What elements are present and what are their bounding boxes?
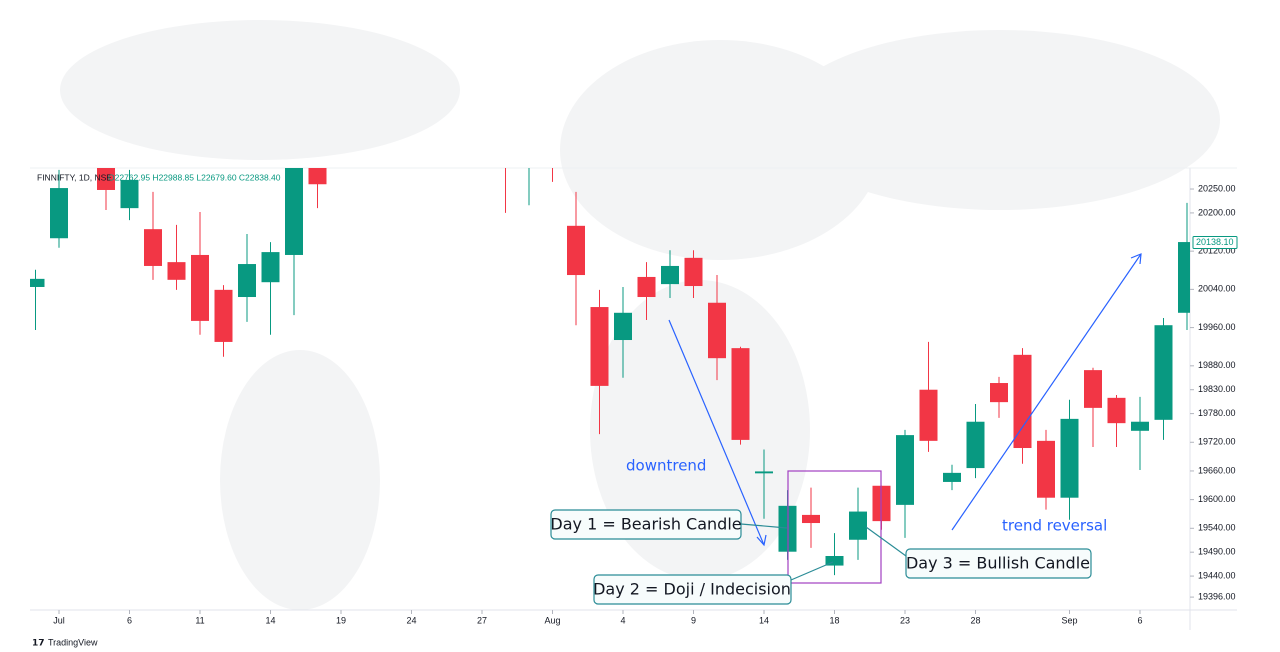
candle-body (943, 472, 961, 482)
candle-body (1037, 440, 1055, 498)
y-tick-label: 19830.00 (1198, 384, 1236, 394)
brand: TradingView (48, 637, 98, 647)
y-tick-label: 20250.00 (1198, 183, 1236, 193)
candle-body (120, 179, 139, 209)
x-tick-label: 6 (127, 615, 132, 625)
candle-body (1107, 397, 1126, 424)
candle-body (30, 278, 45, 287)
y-tick-label: 20200.00 (1198, 207, 1236, 217)
x-tick-label: 24 (406, 615, 416, 625)
candle-body (1178, 242, 1190, 313)
candle-body (544, 151, 562, 161)
last-price-box (1192, 235, 1238, 249)
y-tick-label: 19540.00 (1198, 523, 1236, 533)
candle-body (896, 435, 914, 505)
candle-body (661, 265, 679, 285)
candle-body (1060, 418, 1079, 498)
annotation: trend reversal (1002, 517, 1107, 535)
y-tick-label: 19396.00 (1198, 591, 1236, 601)
annotation: Day 1 = Bearish Candle (550, 515, 741, 534)
y-tick-label: 19880.00 (1198, 360, 1236, 370)
x-tick-label: 23 (900, 615, 910, 625)
candle-body (802, 514, 820, 524)
y-tick-label: 19660.00 (1198, 465, 1236, 475)
y-tick-label: 20040.00 (1198, 284, 1236, 294)
candle-body (1013, 354, 1032, 449)
candle-body (497, 151, 515, 161)
x-tick-label: 11 (195, 615, 204, 625)
note-boxes (550, 509, 1092, 605)
candles (30, 151, 1190, 576)
symbol-title: FINNIFTY, 1D, NSE (37, 172, 112, 182)
x-tick-label: 27 (477, 615, 487, 625)
x-tick-label: 14 (759, 615, 769, 625)
x-tick-label: 9 (691, 615, 696, 625)
last-price-label: 20138.10 (1196, 237, 1234, 247)
candle-body (1154, 325, 1173, 420)
x-tick-label: Aug (544, 615, 560, 625)
x-tick-label: Sep (1061, 615, 1077, 625)
annotation: Day 2 = Doji / Indecision (593, 580, 791, 599)
x-tick-label: 4 (620, 615, 625, 625)
candle-body (849, 511, 867, 540)
trend-arrows (668, 253, 1142, 547)
candle-body (614, 312, 632, 341)
candle-body (1131, 421, 1149, 431)
y-tick-label: 19720.00 (1198, 437, 1236, 447)
candle-body (567, 225, 585, 276)
y-tick-label: 20120.00 (1198, 246, 1236, 256)
x-tick-label: Jul (53, 615, 65, 625)
y-tick-label: 19600.00 (1198, 494, 1236, 504)
y-tick-label: 19780.00 (1198, 408, 1236, 418)
candle-body (144, 229, 162, 266)
candle-body (990, 383, 1008, 403)
candle-body (1084, 370, 1102, 408)
candle-body (755, 471, 773, 474)
highlight-box (787, 470, 882, 584)
candle-body (825, 556, 844, 566)
x-tick-label: 14 (265, 615, 275, 625)
ohlc-header: O22762.95 H22988.85 L22679.60 C22838.40 (108, 172, 281, 182)
candle-body (214, 289, 233, 342)
candle-body (308, 168, 327, 185)
y-tick-label: 19490.00 (1198, 547, 1236, 557)
candle-body (238, 264, 256, 298)
candle-body (97, 168, 115, 190)
x-tick-label: 18 (829, 615, 839, 625)
candle-body (590, 307, 609, 386)
candle-body (50, 188, 68, 239)
y-tick-label: 19440.00 (1198, 570, 1236, 580)
annotation: Day 3 = Bullish Candle (906, 554, 1090, 573)
candle-body (684, 257, 703, 287)
x-tick-label: 19 (336, 615, 346, 625)
candle-body (731, 348, 750, 440)
y-tick-label: 19960.00 (1198, 322, 1236, 332)
candle-body (637, 276, 656, 298)
candle-body (191, 254, 209, 321)
x-tick-label: 6 (1137, 615, 1142, 625)
candle-body (285, 168, 303, 255)
candle-body (261, 252, 280, 283)
x-tick-label: 28 (970, 615, 980, 625)
background-map (60, 20, 1220, 610)
candle-body (919, 389, 938, 441)
brand-logo: 𝟭𝟳 (32, 637, 45, 647)
candle-body (520, 151, 538, 161)
candle-body (966, 421, 985, 469)
candle-body (167, 262, 186, 280)
annotation: downtrend (626, 457, 706, 475)
candle-body (708, 302, 726, 359)
